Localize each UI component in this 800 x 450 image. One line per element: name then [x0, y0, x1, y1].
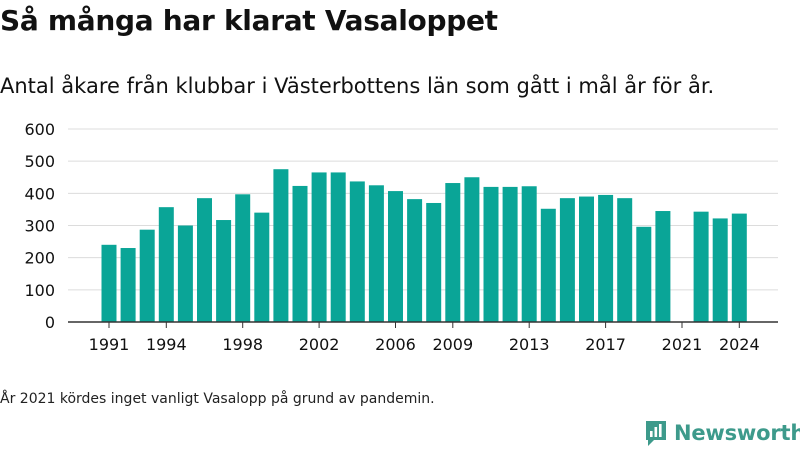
x-tick-label: 2017: [585, 335, 626, 354]
bar-2007: [407, 199, 423, 322]
bar-2002: [311, 172, 327, 322]
bar-1993: [139, 229, 155, 322]
bar-1994: [158, 207, 174, 322]
bar-2014: [540, 208, 556, 322]
bar-chart: 0 100 200 300 400 500 600 1991 1994 1998 2002 2006…: [24, 120, 778, 354]
bar-1997: [216, 220, 232, 322]
bar-1998: [235, 194, 251, 322]
y-tick-label: 600: [24, 120, 55, 139]
bars: [101, 169, 747, 322]
bar-2001: [292, 185, 308, 322]
bar-2010: [464, 177, 480, 322]
bar-2011: [483, 186, 499, 322]
bar-2015: [559, 198, 575, 322]
y-tick-label: 300: [24, 217, 55, 236]
bar-2023: [712, 218, 728, 322]
bar-2017: [598, 194, 614, 322]
bar-2004: [349, 181, 365, 322]
bar-1995: [177, 225, 193, 322]
x-tick-label: 2002: [299, 335, 340, 354]
bar-2009: [445, 183, 461, 322]
chart-subtitle: Antal åkare från klubbar i Västerbottens…: [0, 74, 715, 98]
bar-2022: [693, 211, 709, 322]
x-tick-label: 2006: [375, 335, 416, 354]
bar-1991: [101, 244, 117, 322]
x-tick-label: 2021: [662, 335, 703, 354]
bar-2013: [521, 186, 537, 322]
brand-logo[interactable]: Newsworthy: [644, 418, 800, 448]
bar-2020: [655, 211, 671, 322]
brand-name: Newsworthy: [674, 421, 800, 445]
x-tick-label: 1991: [89, 335, 130, 354]
bar-2000: [273, 169, 289, 322]
bar-1999: [254, 212, 270, 322]
footnote: År 2021 kördes inget vanligt Vasalopp på…: [0, 391, 435, 407]
y-tick-label: 100: [24, 281, 55, 300]
bar-2024: [731, 213, 747, 322]
bar-1992: [120, 248, 136, 322]
y-axis: 0 100 200 300 400 500 600: [24, 120, 55, 332]
newsworthy-logo-icon: [646, 421, 666, 446]
chart-title: Så många har klarat Vasaloppet: [0, 4, 498, 37]
bar-2012: [502, 186, 518, 322]
y-tick-label: 200: [24, 249, 55, 268]
bar-2008: [426, 202, 442, 322]
bar-2019: [636, 226, 652, 322]
y-tick-label: 400: [24, 184, 55, 203]
x-tick-label: 1998: [222, 335, 263, 354]
bar-2018: [617, 198, 633, 322]
bar-2005: [368, 185, 384, 322]
x-tick-label: 2009: [432, 335, 473, 354]
y-tick-label: 0: [45, 313, 55, 332]
x-axis: 1991 1994 1998 2002 2006 2009 2013 2017 2021 2024: [68, 321, 778, 354]
gridlines: [68, 128, 778, 291]
x-tick-label: 2013: [509, 335, 550, 354]
bar-1996: [197, 198, 212, 322]
x-tick-label: 1994: [146, 335, 187, 354]
bar-2003: [330, 172, 346, 322]
x-tick-label: 2024: [719, 335, 760, 354]
bar-2006: [388, 191, 403, 322]
y-tick-label: 500: [24, 152, 55, 171]
bar-2016: [579, 196, 594, 322]
